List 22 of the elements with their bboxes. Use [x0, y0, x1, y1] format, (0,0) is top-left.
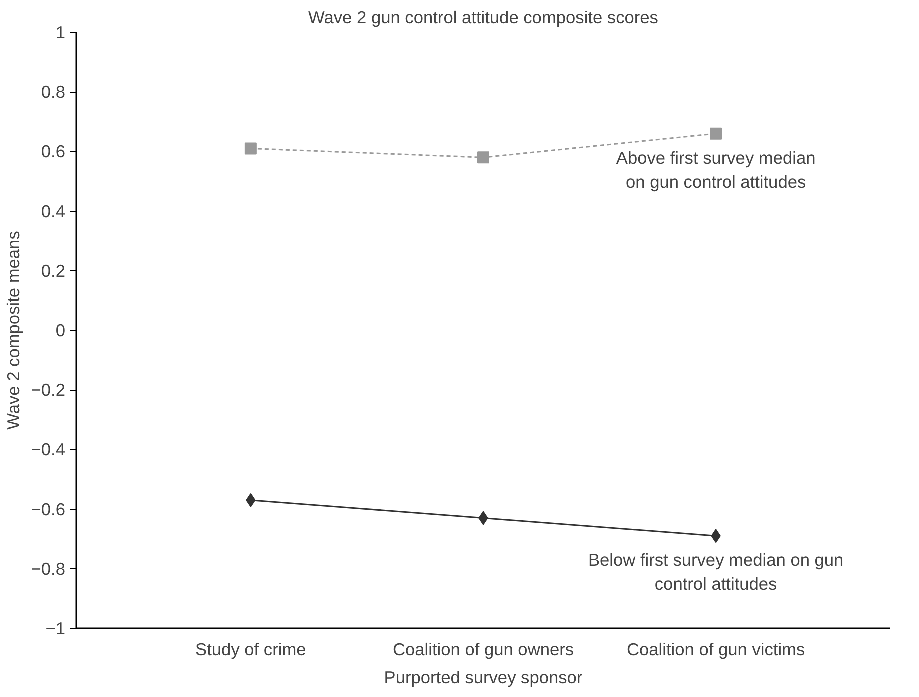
y-tick-label: −0.2 [31, 380, 66, 400]
point [244, 142, 257, 155]
y-tick-label: 1 [56, 22, 66, 42]
annotation: Below first survey median on gun control attitudes [588, 550, 844, 594]
point [478, 152, 490, 164]
y-tick-label: −1 [46, 618, 66, 638]
y-tick-label: −0.6 [31, 499, 66, 520]
x-tick-label: Coalition of gun victims [626, 640, 806, 660]
x-tick-label: Coalition of gun owners [392, 640, 574, 660]
point [710, 128, 722, 140]
x-axis-title: Purported survey sponsor [384, 668, 583, 688]
y-tick-label: 0.2 [41, 260, 66, 281]
annotation: Above first survey median on gun control attitudes [616, 148, 816, 192]
x-tick-label: Study of crime [196, 640, 306, 660]
y-tick-label: 0.8 [41, 82, 66, 102]
chart-title: Wave 2 gun control attitude composite scores [308, 8, 659, 28]
y-tick-label: 0.6 [41, 142, 66, 162]
y-axis-title: Wave 2 composite means [3, 230, 24, 430]
y-tick-label: −0.8 [31, 558, 66, 579]
y-tick-label: 0.4 [41, 201, 66, 222]
y-tick-label: 0 [56, 320, 66, 340]
y-tick-label: −0.4 [31, 440, 66, 460]
